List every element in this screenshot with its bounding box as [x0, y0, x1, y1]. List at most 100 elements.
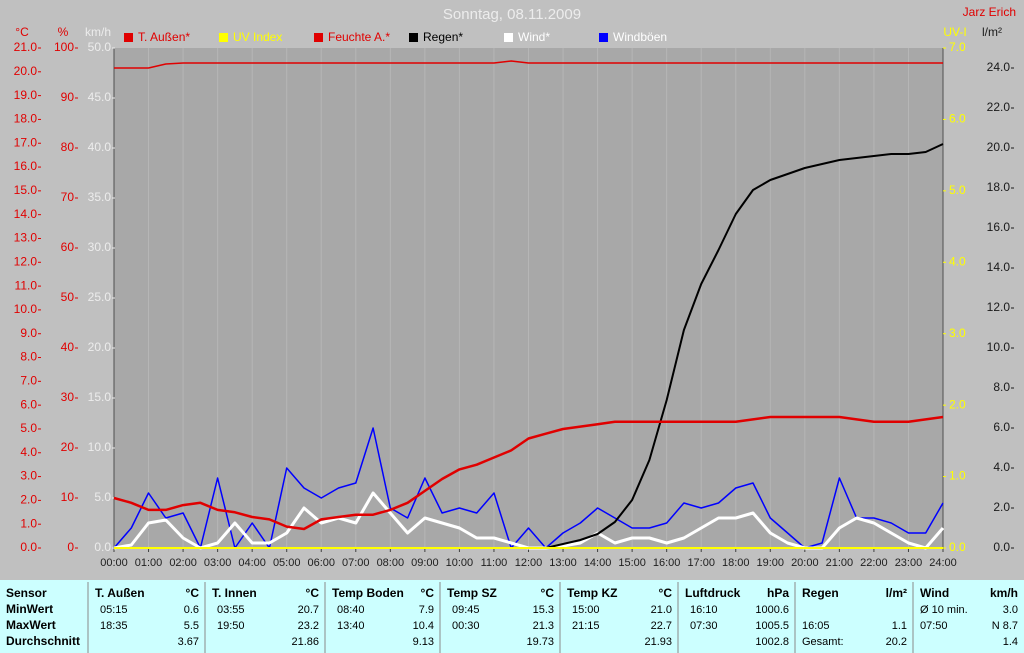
x-tick-label: 16:00	[653, 557, 681, 569]
cell-value: 0.6	[184, 604, 199, 616]
x-tick-label: 18:00	[722, 557, 750, 569]
x-tick-label: 09:00	[411, 557, 439, 569]
column-unit: °C	[659, 586, 673, 600]
y-tick-label: 6.0	[949, 112, 966, 126]
y-tick-label: 25.0	[88, 290, 112, 304]
cell-time: 07:50	[920, 620, 948, 632]
legend-label: Regen*	[423, 30, 463, 44]
y-tick-label: 21.0	[14, 40, 38, 54]
y-tick-label: 90	[61, 90, 75, 104]
x-tick-label: 02:00	[169, 557, 197, 569]
cell-time: 18:35	[100, 620, 128, 632]
cell-time: 16:05	[802, 620, 830, 632]
cell-value: 5.5	[184, 620, 199, 632]
cell-value: 21.3	[533, 620, 554, 632]
y-tick-label: 14.0	[987, 260, 1011, 274]
y-tick-label: 40	[61, 340, 75, 354]
legend-label: Wind*	[518, 30, 550, 44]
y-tick-label: 50	[61, 290, 75, 304]
y-tick-label: 45.0	[88, 90, 112, 104]
axis-title: km/h	[85, 25, 111, 39]
x-tick-label: 01:00	[135, 557, 163, 569]
y-tick-label: 50.0	[88, 40, 112, 54]
x-tick-label: 11:00	[481, 557, 508, 569]
cell-value: 10.4	[413, 620, 434, 632]
series-line	[114, 60, 943, 69]
cell-time: 07:30	[690, 620, 718, 632]
author: Jarz Erich	[963, 5, 1016, 19]
column-unit: °C	[421, 586, 435, 600]
cell-value: 9.13	[413, 636, 434, 648]
x-tick-label: 04:00	[238, 557, 266, 569]
y-tick-label: 20.0	[14, 64, 38, 78]
y-tick-label: 2.0	[993, 500, 1010, 514]
y-tick-label: 18.0	[14, 112, 38, 126]
x-tick-label: 00:00	[100, 557, 128, 569]
y-tick-label: 0.0	[20, 540, 37, 554]
y-tick-label: 0.0	[949, 540, 966, 554]
y-tick-label: 6.0	[993, 420, 1010, 434]
y-tick-label: 0	[67, 540, 74, 554]
y-tick-label: 5.0	[94, 490, 111, 504]
y-tick-label: 0.0	[993, 540, 1010, 554]
table-background	[0, 580, 1024, 653]
legend-label: Feuchte A.*	[328, 30, 390, 44]
x-tick-label: 21:00	[826, 557, 854, 569]
cell-time: 08:40	[337, 604, 365, 616]
y-tick-label: 30	[61, 390, 75, 404]
cell-value: 20.7	[298, 604, 319, 616]
axis-title: %	[58, 25, 69, 39]
cell-value: N 8.7	[992, 620, 1018, 632]
y-tick-label: 10.0	[88, 440, 112, 454]
y-tick-label: 7.0	[949, 40, 966, 54]
x-tick-label: 19:00	[757, 557, 785, 569]
y-tick-label: 30.0	[88, 240, 112, 254]
column-name: Temp Boden	[332, 586, 404, 600]
legend-label: T. Außen*	[138, 30, 190, 44]
cell-value: 1.1	[892, 620, 907, 632]
column-unit: °C	[306, 586, 320, 600]
x-tick-label: 22:00	[860, 557, 888, 569]
y-tick-label: 4.0	[993, 460, 1010, 474]
y-tick-label: 12.0	[987, 300, 1011, 314]
cell-value: 21.0	[651, 604, 672, 616]
y-tick-label: 17.0	[14, 135, 38, 149]
row-label: MaxWert	[6, 618, 56, 632]
y-tick-label: 15.0	[88, 390, 112, 404]
cell-value: 1005.5	[755, 620, 789, 632]
x-tick-label: 08:00	[377, 557, 405, 569]
column-unit: km/h	[990, 586, 1018, 600]
cell-value: 22.7	[651, 620, 672, 632]
cell-time: 05:15	[100, 604, 128, 616]
cell-value: 3.0	[1003, 604, 1018, 616]
y-tick-label: 20	[61, 440, 75, 454]
y-tick-label: 4.0	[949, 254, 966, 268]
x-tick-label: 12:00	[515, 557, 543, 569]
cell-time: Ø 10 min.	[920, 604, 968, 616]
axis-title: °C	[15, 25, 29, 39]
legend-swatch	[409, 33, 418, 42]
y-tick-label: 8.0	[993, 380, 1010, 394]
column-unit: °C	[541, 586, 555, 600]
y-tick-label: 20.0	[88, 340, 112, 354]
y-tick-label: 40.0	[88, 140, 112, 154]
x-tick-label: 14:00	[584, 557, 612, 569]
table-header: Sensor	[6, 586, 47, 600]
column-name: Regen	[802, 586, 839, 600]
x-tick-label: 15:00	[618, 557, 646, 569]
cell-value: 1.4	[1003, 636, 1018, 648]
y-tick-label: 24.0	[987, 60, 1011, 74]
column-unit: l/m²	[886, 586, 907, 600]
x-tick-label: 07:00	[342, 557, 370, 569]
cell-value: 1002.8	[755, 636, 789, 648]
y-tick-label: 2.0	[949, 397, 966, 411]
column-name: Luftdruck	[685, 586, 741, 600]
y-tick-label: 80	[61, 140, 75, 154]
axis-title: UV-I	[943, 25, 966, 39]
cell-value: 3.67	[178, 636, 199, 648]
row-label: Durchschnitt	[6, 634, 80, 648]
axis-title: l/m²	[982, 25, 1002, 39]
y-tick-label: 9.0	[20, 326, 37, 340]
cell-value: 21.93	[644, 636, 672, 648]
